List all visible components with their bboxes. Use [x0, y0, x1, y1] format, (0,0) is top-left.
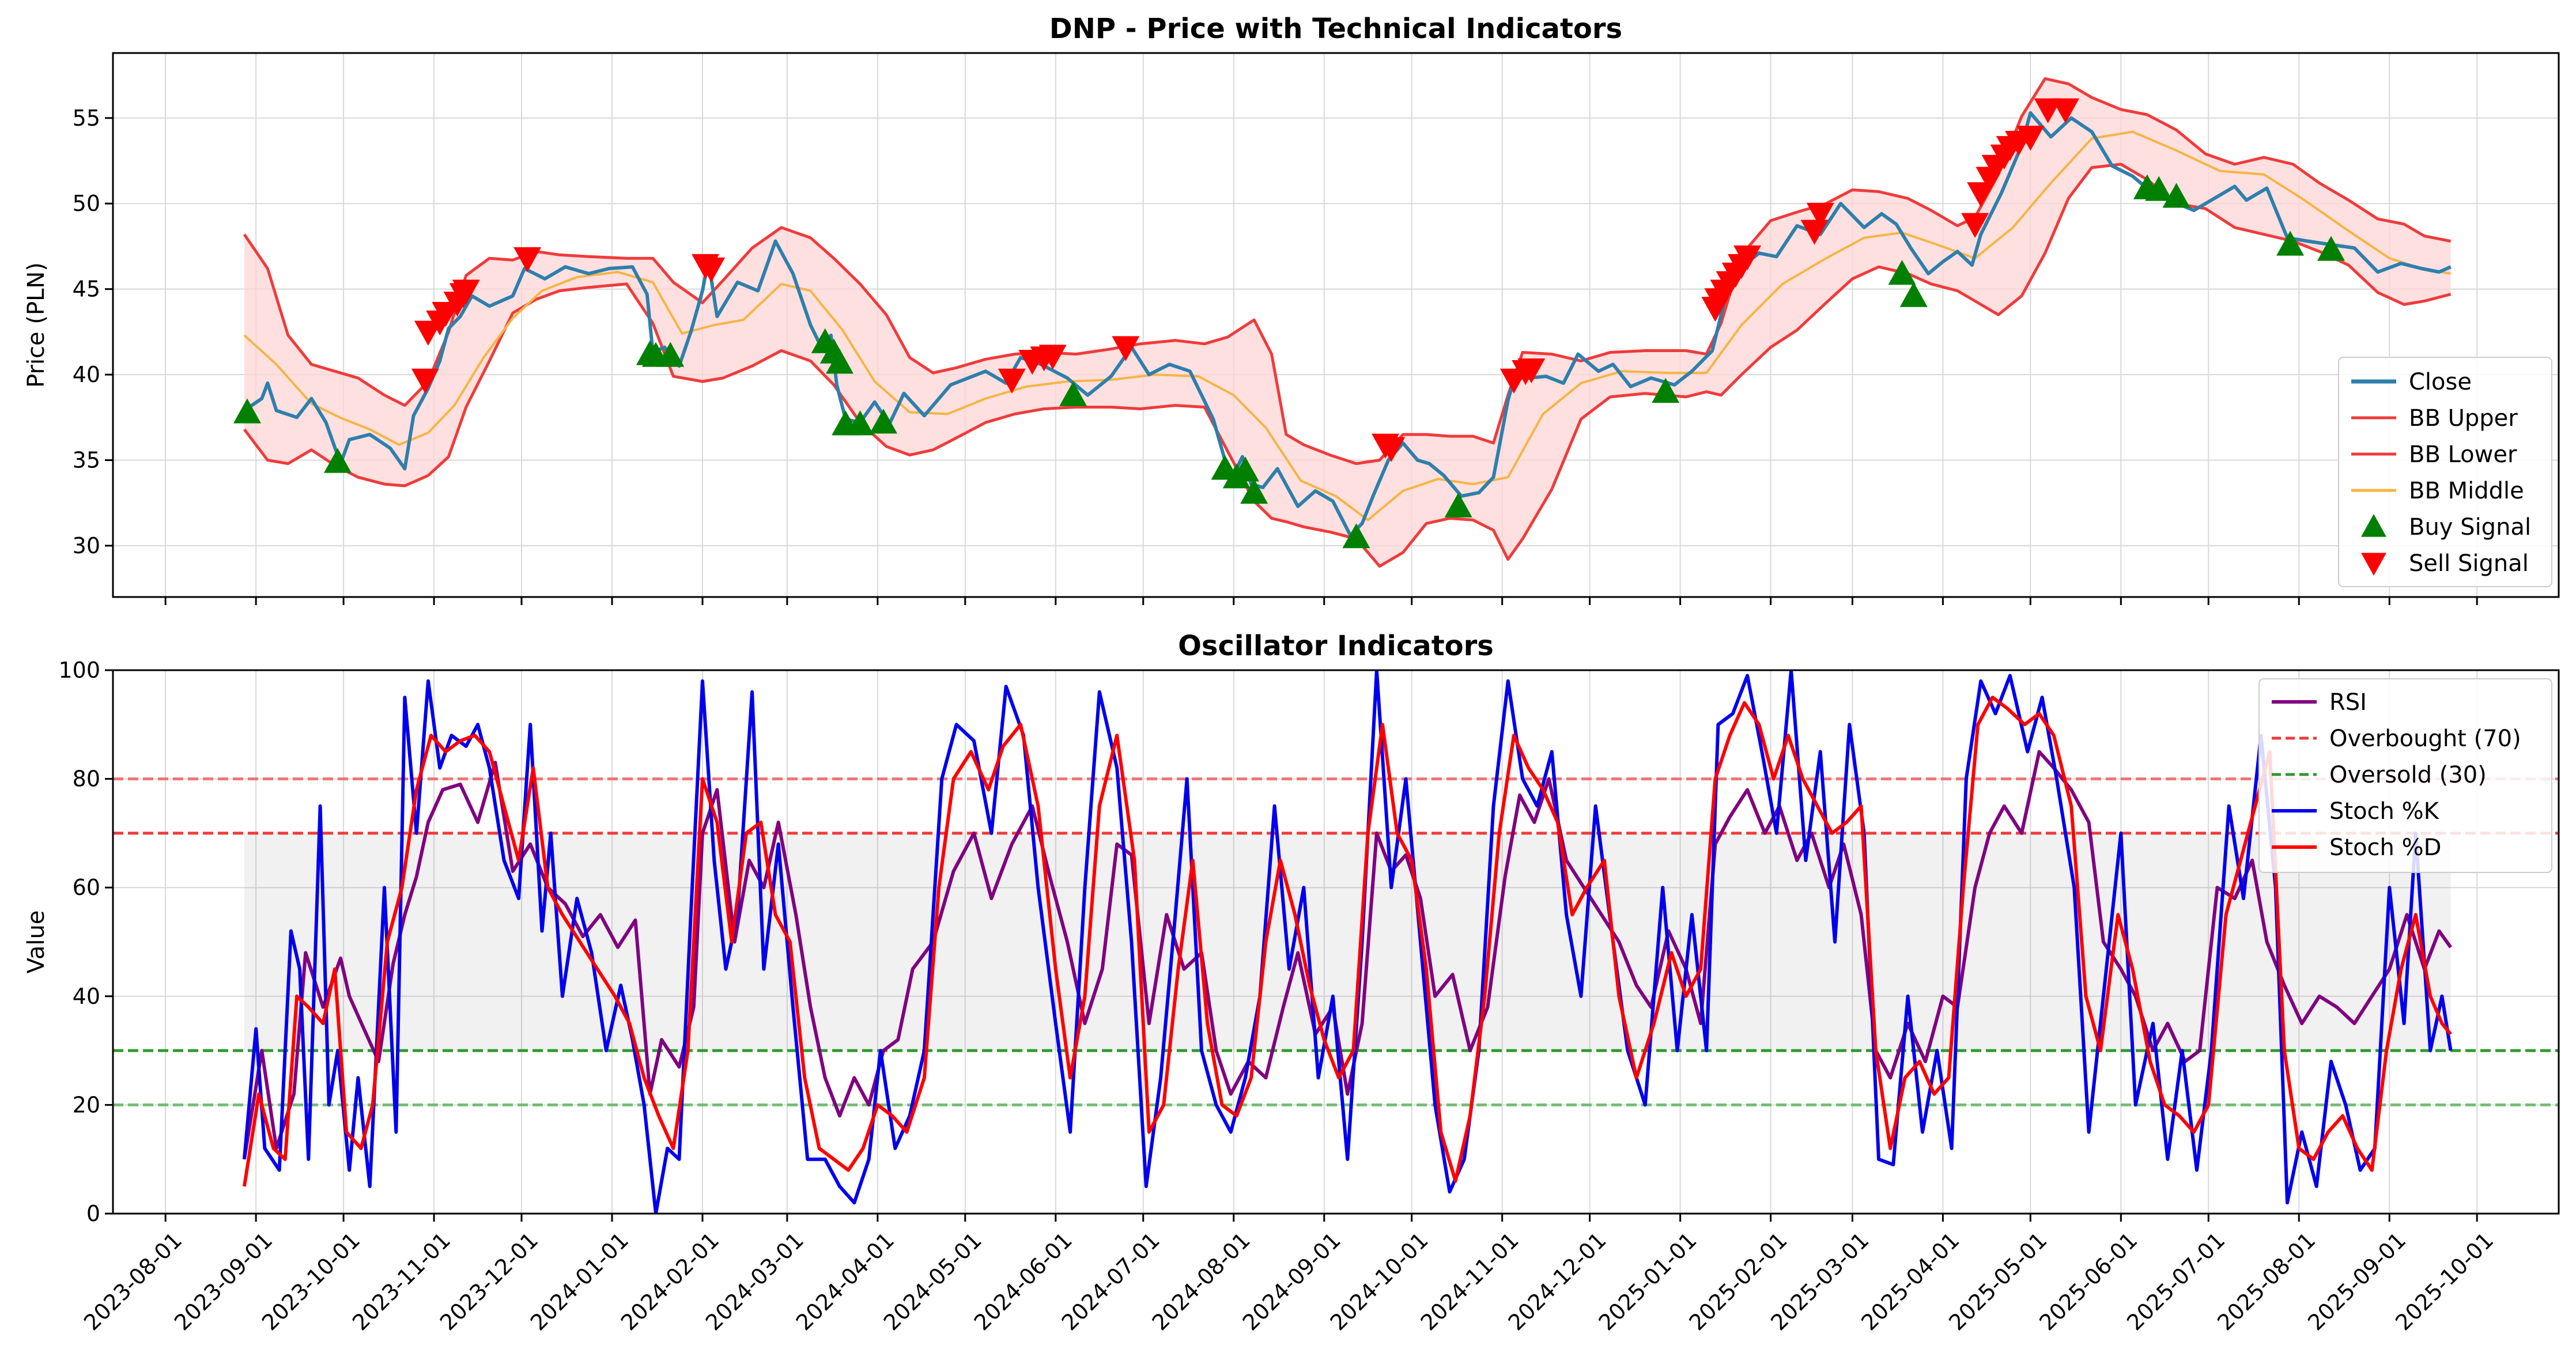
- osc-ytick-label-60: 60: [73, 875, 100, 900]
- sell-signal-marker-9: [697, 257, 726, 283]
- stoch-d-line: [242, 696, 2452, 1187]
- sell-signal-marker-14: [1112, 336, 1140, 361]
- price-legend-label-5: Sell Signal: [2409, 550, 2529, 577]
- oscillator-plot-area: [113, 670, 2559, 1214]
- price-legend-label-0: Close: [2409, 369, 2472, 395]
- price-legend-box: [2338, 357, 2552, 587]
- price-ytick-label-55: 55: [73, 105, 100, 131]
- buy-signal-marker-24: [2276, 231, 2305, 256]
- buy-signal-marker-15: [1240, 478, 1268, 504]
- price-axes-frame: [112, 52, 2560, 598]
- price-legend-label-4: Buy Signal: [2409, 514, 2531, 541]
- buy-signal-marker-11: [1059, 381, 1087, 406]
- oscillator-y-ticks: 0 20 40 60 80 100: [58, 658, 113, 1226]
- osc-ytick-label-40: 40: [73, 984, 100, 1009]
- price-y-ticks: 30 35 40 45 50 55: [73, 105, 113, 558]
- stoch-k-line: [242, 670, 2453, 1214]
- buy-signal-marker-18: [1652, 377, 1680, 403]
- buy-signal-marker-20: [1899, 282, 1928, 307]
- osc-ytick-label-0: 0: [86, 1201, 100, 1226]
- buy-signal-marker-0: [233, 398, 261, 424]
- price-y-axis-label: Price (PLN): [23, 262, 50, 388]
- sell-signal-marker-28: [1806, 202, 1834, 228]
- osc-ytick-label-100: 100: [58, 658, 100, 683]
- sell-signal-marker-6: [452, 279, 480, 305]
- buy-signal-marker-14: [1232, 456, 1260, 482]
- price-series-group: [233, 77, 2452, 568]
- oscillator-legend-label-4: Stoch %D: [2329, 834, 2441, 861]
- bb-middle-line: [243, 130, 2451, 522]
- sell-signal-marker-26: [1733, 245, 1762, 271]
- price-legend: Close BB Upper BB Lower BB Middle Buy Signal…: [2338, 357, 2552, 587]
- buy-signal-marker-7: [826, 349, 854, 374]
- price-legend-label-2: BB Lower: [2409, 441, 2517, 468]
- buy-signal-marker-1: [323, 448, 352, 473]
- sell-signal-marker-13: [1038, 345, 1067, 370]
- sell-signal-marker-38: [2052, 98, 2080, 123]
- oscillator-legend-label-0: RSI: [2329, 689, 2367, 716]
- bb-lower-line: [243, 163, 2452, 568]
- oscillator-legend-label-3: Stoch %K: [2329, 798, 2440, 825]
- price-ytick-label-30: 30: [73, 533, 100, 558]
- price-legend-label-3: BB Middle: [2409, 478, 2524, 504]
- sell-signal-marker-10: [998, 368, 1026, 394]
- buy-signal-marker-17: [1444, 492, 1472, 517]
- oscillator-legend-label-1: Overbought (70): [2329, 726, 2521, 752]
- rsi-line: [242, 750, 2453, 1160]
- oscillator-legend-label-2: Oversold (30): [2329, 762, 2487, 788]
- buy-signal-marker-4: [656, 342, 685, 367]
- buy-signal-marker-23: [2162, 183, 2190, 208]
- sell-signal-marker-16: [1377, 437, 1406, 462]
- buy-signal-marker-19: [1888, 259, 1916, 285]
- bb-upper-line: [243, 77, 2452, 465]
- neutral-zone-fill: [244, 833, 2451, 1051]
- bollinger-band-fill: [244, 78, 2451, 566]
- price-ytick-label-50: 50: [73, 191, 100, 216]
- sell-signal-marker-36: [2016, 126, 2045, 151]
- price-plot-area: [233, 77, 2452, 568]
- oscillator-series-group: [113, 670, 2559, 1214]
- sell-signal-marker-37: [2034, 98, 2062, 123]
- buy-signal-marker-25: [2317, 236, 2345, 261]
- sell-signal-marker-29: [1961, 213, 1989, 238]
- buy-signal-marker-16: [1342, 523, 1370, 549]
- sell-signal-marker-27: [1800, 220, 1829, 245]
- oscillator-legend-box: [2258, 678, 2552, 873]
- price-panel: 30 35 40 45 50 55 DNP - Price with Technical …: [23, 13, 2560, 605]
- price-legend-swatch-4: [2361, 514, 2386, 537]
- oscillator-y-axis-label: Value: [23, 910, 50, 974]
- price-ytick-label-35: 35: [73, 448, 100, 473]
- sell-signal-marker-30: [1967, 182, 1995, 207]
- price-legend-swatch-5: [2361, 553, 2386, 576]
- sell-signal-marker-0: [411, 368, 439, 394]
- buy-signal-marker-9: [846, 410, 874, 436]
- sell-signal-marker-3: [432, 302, 460, 327]
- oscillator-chart-title: Oscillator Indicators: [1178, 630, 1494, 662]
- price-x-ticks: [164, 597, 2478, 605]
- buy-signal-marker-10: [870, 409, 898, 434]
- price-ytick-label-40: 40: [73, 362, 100, 387]
- price-ytick-label-45: 45: [73, 277, 100, 302]
- buy-signal-marker-22: [2145, 176, 2173, 201]
- price-chart-title: DNP - Price with Technical Indicators: [1049, 13, 1622, 45]
- sell-signal-marker-1: [414, 320, 442, 346]
- oscillator-legend: RSI Overbought (70) Oversold (30) Stoch %K S…: [2258, 678, 2552, 873]
- sell-signal-marker-19: [1517, 358, 1546, 384]
- price-legend-label-1: BB Upper: [2409, 405, 2518, 432]
- oscillator-axes-frame: [112, 669, 2560, 1215]
- osc-ytick-label-80: 80: [73, 766, 100, 792]
- sell-signal-marker-7: [513, 247, 542, 273]
- osc-ytick-label-20: 20: [73, 1092, 100, 1117]
